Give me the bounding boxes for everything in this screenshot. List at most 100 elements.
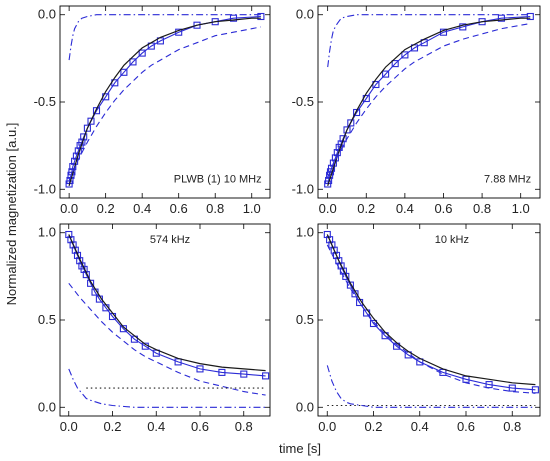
panel-1: 0.0 0.2 0.4 0.6 0.8 1.0 -1.0 -0.5 0.0 PLWB (1) 10…	[34, 5, 271, 216]
data-point-marker	[138, 49, 146, 57]
series-line-markers-line	[326, 234, 536, 391]
data-point-marker	[71, 246, 79, 254]
y-tick-label: 1.0	[38, 225, 56, 240]
data-point-marker	[196, 365, 204, 373]
x-tick-label: 1.0	[512, 201, 530, 216]
series-line-dashed	[68, 282, 266, 396]
data-point-marker	[391, 60, 399, 68]
data-point-marker	[335, 257, 343, 265]
x-tick-label: 0.4	[133, 201, 151, 216]
data-point-marker	[497, 14, 505, 22]
plot-frame	[317, 5, 541, 199]
y-tick-label: -1.0	[292, 181, 314, 196]
x-tick-label: 0.2	[364, 419, 382, 434]
data-point-marker	[73, 251, 82, 259]
data-point-marker	[240, 370, 248, 378]
data-point-marker	[326, 236, 334, 244]
plot-frame	[59, 223, 271, 417]
data-point-marker	[347, 119, 355, 127]
data-point-marker	[332, 251, 341, 259]
series-line-dashed	[68, 26, 262, 181]
data-point-marker	[257, 12, 265, 21]
x-tick-label: 0.4	[411, 419, 429, 434]
series-line-markers-line	[327, 15, 531, 185]
x-axis-title: time [s]	[279, 441, 321, 456]
series-line-markers-line	[68, 15, 261, 185]
x-tick-label: 0.8	[473, 201, 491, 216]
x-tick-label: 0.6	[434, 201, 452, 216]
panel-4: 0.0 0.2 0.4 0.6 0.8 0.0 0.5 1.0 10 kHz	[296, 223, 541, 434]
data-point-marker	[382, 70, 390, 78]
y-tick-label: 0.0	[38, 399, 56, 414]
data-point-marker	[329, 159, 337, 167]
series-line-solid	[327, 17, 531, 186]
x-tick-label: 0.6	[191, 419, 209, 434]
plot-frame	[59, 5, 271, 199]
series-line-dashdot	[68, 14, 261, 61]
y-tick-label: -0.5	[292, 94, 314, 109]
series-line-solid	[326, 234, 536, 386]
data-point-marker	[526, 12, 534, 21]
data-point-marker	[92, 107, 101, 115]
y-axis-title: Normalized magnetization [a.u.]	[4, 123, 19, 306]
data-point-marker	[69, 241, 77, 249]
series-line-dashdot	[326, 365, 536, 408]
data-point-marker	[401, 51, 409, 59]
panel-annotation: 10 kHz	[435, 234, 469, 246]
y-tick-label: 1.0	[296, 225, 314, 240]
panel-annotation: 7.88 MHz	[484, 174, 531, 186]
y-tick-label: -0.5	[34, 94, 56, 109]
x-tick-label: 0.0	[318, 419, 336, 434]
series-line-dashdot	[327, 14, 531, 68]
data-point-marker	[262, 372, 270, 380]
panel-3: 0.0 0.2 0.4 0.6 0.8 0.0 0.5 1.0 574 kHz	[38, 223, 271, 434]
data-point-marker	[323, 230, 331, 239]
x-tick-label: 0.8	[503, 419, 521, 434]
x-tick-label: 1.0	[243, 201, 261, 216]
data-point-marker	[129, 58, 137, 66]
panel-2: 0.0 0.2 0.4 0.6 0.8 1.0 -1.0 -0.5 0.0 7.88 MHz	[292, 5, 541, 216]
series-line-dashed	[326, 244, 536, 394]
data-point-marker	[369, 319, 378, 328]
y-tick-label: 0.0	[296, 7, 314, 22]
x-tick-label: 0.6	[457, 419, 475, 434]
data-point-marker	[83, 124, 91, 132]
x-tick-label: 0.0	[319, 201, 337, 216]
series-line-dashdot	[68, 368, 266, 408]
data-point-marker	[120, 68, 128, 76]
x-tick-label: 0.8	[235, 419, 253, 434]
data-point-marker	[218, 368, 226, 376]
x-tick-label: 0.2	[103, 419, 121, 434]
series-line-dashed	[327, 22, 531, 178]
data-point-marker	[175, 28, 183, 36]
y-tick-label: 0.5	[296, 312, 314, 327]
data-point-marker	[327, 164, 336, 172]
x-tick-label: 0.2	[357, 201, 375, 216]
y-tick-label: 0.5	[38, 312, 56, 327]
panel-annotation: 574 kHz	[150, 234, 190, 246]
x-tick-label: 0.6	[170, 201, 188, 216]
data-point-marker	[87, 117, 95, 125]
y-tick-label: -1.0	[34, 181, 56, 196]
data-point-marker	[343, 126, 351, 134]
panels-group: 0.0 0.2 0.4 0.6 0.8 1.0 -1.0 -0.5 0.0 PLWB (1) 10…	[34, 5, 541, 434]
series-line-solid	[68, 17, 261, 186]
x-tick-label: 0.2	[97, 201, 115, 216]
series-line-solid	[68, 234, 266, 372]
x-tick-label: 0.8	[206, 201, 224, 216]
data-point-marker	[229, 14, 238, 22]
data-point-marker	[459, 23, 467, 31]
data-point-marker	[65, 230, 73, 239]
panel-annotation: PLWB (1) 10 MHz	[174, 174, 262, 186]
y-tick-label: 0.0	[38, 7, 56, 22]
data-point-marker	[339, 267, 347, 275]
y-tick-label: 0.0	[296, 399, 314, 414]
x-tick-label: 0.0	[60, 419, 78, 434]
x-tick-label: 0.4	[147, 419, 165, 434]
data-point-marker	[330, 246, 338, 254]
data-point-marker	[508, 384, 516, 392]
data-point-marker	[328, 241, 336, 249]
x-tick-label: 0.0	[60, 201, 78, 216]
data-point-marker	[80, 265, 88, 273]
